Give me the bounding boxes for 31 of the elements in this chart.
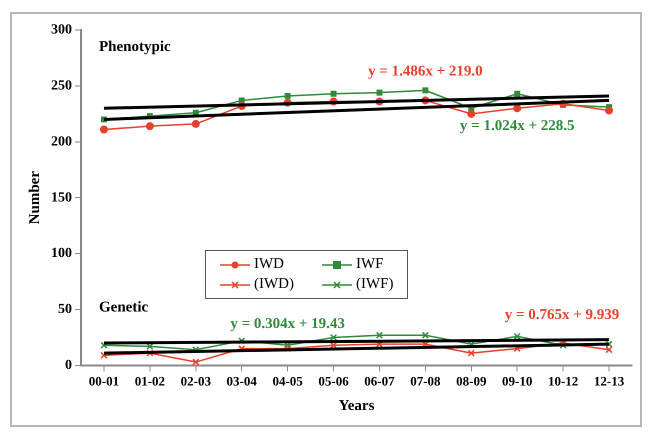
x-axis-title: Years <box>338 398 375 414</box>
y-tick-label: 0 <box>65 358 72 374</box>
annotation: y = 1.486x + 219.0 <box>368 63 483 80</box>
x-tick-label: 05-06 <box>318 374 350 389</box>
x-tick-label: 01-02 <box>134 374 166 389</box>
x-tick-label: 06-07 <box>364 374 396 389</box>
y-tick-label: 250 <box>51 78 72 94</box>
x-tick-label: 04-05 <box>272 374 304 389</box>
legend-label: IWD <box>254 256 284 273</box>
annotation: y = 0.304x + 19.43 <box>230 316 345 332</box>
x-tick-label: 08-09 <box>456 374 487 389</box>
x-tick-label: 03-04 <box>226 374 258 389</box>
x-tick-label: 12-13 <box>594 374 625 389</box>
annotation: y = 0.765x + 9.939 <box>504 307 620 324</box>
x-tick-label: 10-12 <box>548 374 578 389</box>
annotation: y = 1.024x + 228.5 <box>460 118 575 134</box>
annotation: Phenotypic <box>99 38 172 55</box>
y-tick-label: 300 <box>51 22 72 38</box>
x-tick-label: 00-01 <box>88 374 120 389</box>
y-tick-label: 200 <box>51 134 72 150</box>
y-tick-label: 50 <box>58 302 72 318</box>
x-tick-label: 07-08 <box>410 374 442 389</box>
legend-label: IWF <box>356 256 384 273</box>
y-tick-label: 100 <box>51 246 72 262</box>
y-tick-label: 150 <box>51 190 72 206</box>
y-axis-title: Number <box>26 170 43 224</box>
x-tick-label: 09-10 <box>502 374 532 389</box>
legend-label: (IWD) <box>254 276 294 293</box>
annotation: Genetic <box>99 299 148 316</box>
legend-label: (IWF) <box>356 276 394 293</box>
x-tick-label: 02-03 <box>180 374 212 389</box>
